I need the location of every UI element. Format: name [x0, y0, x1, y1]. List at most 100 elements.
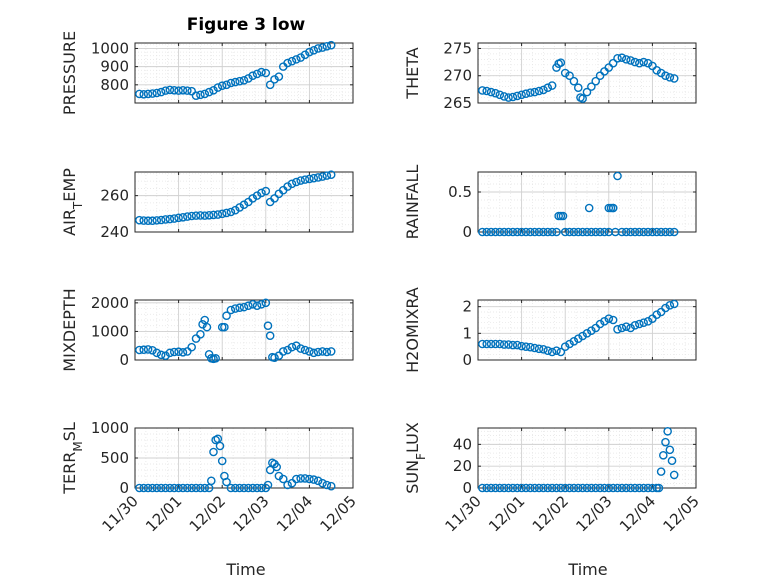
data-point	[587, 326, 596, 335]
data-point	[491, 339, 500, 349]
data-point	[659, 450, 668, 460]
data-point	[512, 91, 522, 101]
data-point	[613, 53, 622, 63]
data-point	[639, 318, 648, 327]
data-point	[478, 227, 487, 237]
data-point	[230, 205, 240, 215]
data-point	[257, 299, 266, 309]
y-tick-label: 1	[462, 324, 472, 342]
data-point	[152, 216, 162, 225]
data-point	[517, 483, 526, 493]
data-point	[283, 58, 292, 68]
data-point	[222, 80, 231, 90]
data-point	[534, 344, 544, 354]
data-point	[226, 305, 236, 315]
data-point	[261, 68, 271, 78]
data-point	[663, 426, 672, 436]
data-point	[654, 483, 664, 493]
data-point	[318, 43, 327, 52]
data-point	[217, 456, 227, 466]
y-tick-label: 0	[462, 479, 472, 497]
data-point	[626, 56, 635, 65]
data-point	[600, 483, 609, 493]
data-point	[584, 203, 594, 213]
data-point	[656, 227, 666, 237]
data-point	[209, 447, 218, 457]
y-tick-label: 0	[119, 479, 129, 497]
data-point	[300, 345, 310, 355]
y-tick-label: 500	[100, 449, 129, 467]
data-point	[478, 483, 487, 493]
subplot-7: 0 500 1000 TERRMSL 11/30 12/01 12/02 12/03 12/04…	[60, 419, 360, 535]
data-point	[569, 76, 579, 86]
data-point	[512, 340, 522, 350]
y-tick-label: 2000	[91, 294, 129, 312]
data-point	[244, 483, 253, 493]
data-point	[165, 214, 175, 224]
data-point	[239, 483, 249, 493]
x-tick-label: 12/02	[186, 492, 229, 535]
data-point	[582, 227, 592, 237]
data-point	[604, 483, 614, 493]
data-point	[482, 339, 492, 349]
data-point	[200, 89, 210, 99]
data-point	[148, 216, 157, 226]
data-point	[191, 334, 201, 343]
data-point	[482, 86, 492, 96]
data-point	[478, 339, 487, 349]
data-point	[265, 331, 275, 341]
data-point	[209, 85, 218, 95]
data-point	[257, 188, 266, 198]
y-tick-label: 1000	[91, 322, 129, 340]
data-point	[569, 483, 579, 493]
data-point	[578, 483, 587, 493]
data-point	[595, 227, 605, 237]
data-point	[263, 321, 273, 331]
data-point	[486, 87, 496, 97]
data-point	[669, 299, 679, 309]
data-point	[213, 210, 223, 219]
data-point	[178, 85, 188, 95]
data-point	[587, 483, 596, 493]
data-point	[665, 73, 675, 82]
data-point	[161, 483, 170, 493]
subplot-6: 0 1 2 H2OMIXRA	[403, 287, 697, 373]
data-point	[300, 50, 310, 60]
data-point	[272, 462, 282, 472]
y-axis-label: PRESSURE	[60, 31, 79, 115]
data-point	[318, 172, 327, 181]
data-point	[139, 345, 149, 355]
data-point	[148, 345, 157, 355]
data-point	[252, 483, 262, 493]
data-point	[156, 87, 166, 97]
data-point	[652, 310, 662, 319]
data-point	[613, 171, 622, 181]
data-point	[517, 341, 526, 351]
data-point	[582, 483, 592, 493]
data-point	[626, 323, 635, 333]
data-point	[318, 347, 327, 356]
data-point	[139, 89, 149, 99]
data-point	[191, 91, 201, 101]
data-point	[643, 58, 653, 68]
data-point	[296, 53, 305, 62]
data-point	[552, 227, 561, 237]
data-point	[543, 483, 553, 493]
data-point	[313, 44, 323, 53]
data-point	[169, 85, 179, 95]
data-point	[648, 227, 657, 237]
data-point	[296, 474, 305, 483]
data-point	[322, 347, 332, 357]
x-tick-label: 11/30	[99, 492, 142, 535]
data-point	[217, 81, 227, 91]
y-tick-label: 0	[119, 351, 129, 369]
y-tick-label: 20	[453, 457, 472, 475]
y-tick-label: 1000	[91, 39, 129, 57]
data-point	[560, 227, 570, 237]
data-point	[617, 53, 627, 63]
data-point	[239, 75, 249, 85]
data-point	[187, 211, 196, 221]
data-point	[278, 347, 288, 356]
